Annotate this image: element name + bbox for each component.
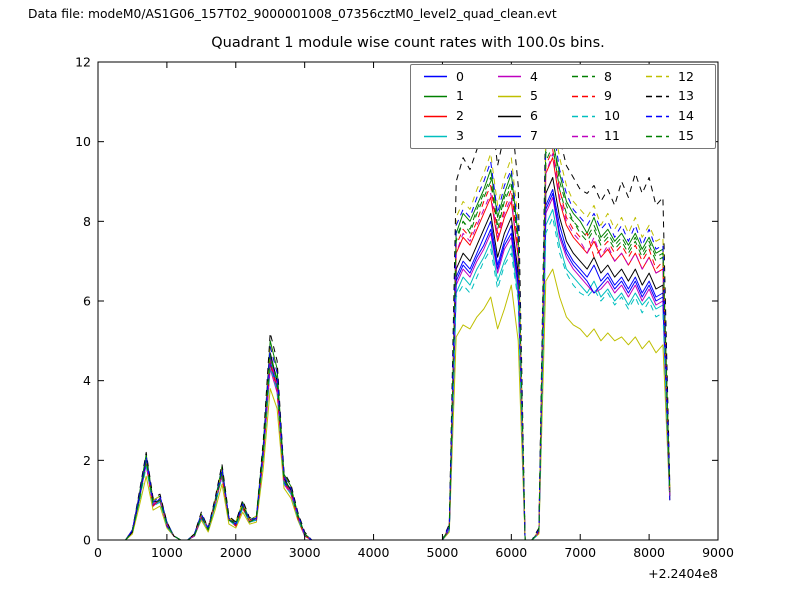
series-line-11 <box>125 153 671 541</box>
series-line-3 <box>125 208 671 541</box>
legend-label-6: 6 <box>530 108 538 124</box>
chart-title: Quadrant 1 module wise count rates with … <box>211 35 605 51</box>
legend-line-sample-1 <box>424 95 447 98</box>
x-tick-label: 0 <box>94 545 102 560</box>
legend-item-15: 15 <box>637 126 711 146</box>
series-line-9 <box>125 149 671 541</box>
legend: 0 1 2 3 4 5 6 7 8 9 10 11 12 13 14 15 <box>410 64 716 149</box>
legend-label-0: 0 <box>456 68 464 84</box>
legend-label-2: 2 <box>456 108 464 124</box>
x-tick-label: 3000 <box>289 545 321 560</box>
legend-item-9: 9 <box>563 87 637 107</box>
y-tick-label: 12 <box>75 55 91 70</box>
series-line-5 <box>125 268 671 541</box>
legend-label-9: 9 <box>604 88 612 104</box>
x-tick-label: 6000 <box>495 545 527 560</box>
legend-label-5: 5 <box>530 88 538 104</box>
x-offset-label: +2.2404e8 <box>648 566 718 581</box>
legend-line-sample-12 <box>646 76 669 78</box>
legend-item-4: 4 <box>489 67 563 87</box>
x-tick-label: 1000 <box>151 545 183 560</box>
y-tick-label: 0 <box>83 533 91 548</box>
x-tick-label: 2000 <box>220 545 252 560</box>
legend-item-5: 5 <box>489 87 563 107</box>
legend-line-sample-2 <box>424 115 447 118</box>
legend-line-sample-15 <box>646 135 669 137</box>
y-tick-label: 8 <box>83 214 91 229</box>
y-tick-label: 2 <box>83 453 91 468</box>
legend-label-15: 15 <box>678 127 694 143</box>
legend-label-14: 14 <box>678 108 694 124</box>
series-line-13 <box>125 97 671 541</box>
x-tick-label: 7000 <box>564 545 596 560</box>
data-file-label: Data file: modeM0/AS1G06_157T02_90000010… <box>28 7 557 21</box>
series-line-15 <box>125 137 671 541</box>
legend-line-sample-6 <box>498 115 521 118</box>
series-line-0 <box>125 189 671 541</box>
legend-line-sample-13 <box>646 95 669 98</box>
legend-item-13: 13 <box>637 87 711 107</box>
legend-item-3: 3 <box>415 126 489 146</box>
series-line-7 <box>125 192 671 541</box>
legend-item-11: 11 <box>563 126 637 146</box>
legend-item-1: 1 <box>415 87 489 107</box>
series-line-4 <box>125 196 671 541</box>
x-tick-label: 9000 <box>702 545 734 560</box>
series-line-1 <box>125 141 671 541</box>
legend-line-sample-14 <box>646 115 669 118</box>
legend-label-7: 7 <box>530 127 538 143</box>
legend-line-sample-5 <box>498 95 521 98</box>
y-tick-label: 10 <box>75 134 91 149</box>
legend-line-sample-4 <box>498 76 521 78</box>
legend-item-12: 12 <box>637 67 711 87</box>
legend-line-sample-10 <box>572 115 595 118</box>
legend-item-10: 10 <box>563 107 637 127</box>
legend-line-sample-0 <box>424 76 447 78</box>
y-tick-label: 4 <box>83 373 91 388</box>
legend-label-12: 12 <box>678 68 694 84</box>
x-tick-label: 5000 <box>427 545 459 560</box>
x-tick-label: 4000 <box>358 545 390 560</box>
series-line-12 <box>125 117 671 541</box>
y-tick-label: 6 <box>83 294 91 309</box>
x-tick-label: 8000 <box>633 545 665 560</box>
legend-label-10: 10 <box>604 108 620 124</box>
legend-label-3: 3 <box>456 127 464 143</box>
legend-label-13: 13 <box>678 88 694 104</box>
series-line-14 <box>125 125 671 541</box>
legend-line-sample-3 <box>424 135 447 137</box>
legend-item-2: 2 <box>415 107 489 127</box>
legend-label-11: 11 <box>604 127 620 143</box>
legend-line-sample-7 <box>498 135 521 137</box>
legend-label-4: 4 <box>530 68 538 84</box>
legend-item-14: 14 <box>637 107 711 127</box>
legend-line-sample-9 <box>572 95 595 98</box>
legend-line-sample-8 <box>572 76 595 78</box>
series-line-10 <box>125 216 671 541</box>
series-line-8 <box>125 145 671 541</box>
legend-label-8: 8 <box>604 68 612 84</box>
legend-item-8: 8 <box>563 67 637 87</box>
legend-item-7: 7 <box>489 126 563 146</box>
legend-label-1: 1 <box>456 88 464 104</box>
legend-item-0: 0 <box>415 67 489 87</box>
legend-item-6: 6 <box>489 107 563 127</box>
legend-line-sample-11 <box>572 135 595 137</box>
